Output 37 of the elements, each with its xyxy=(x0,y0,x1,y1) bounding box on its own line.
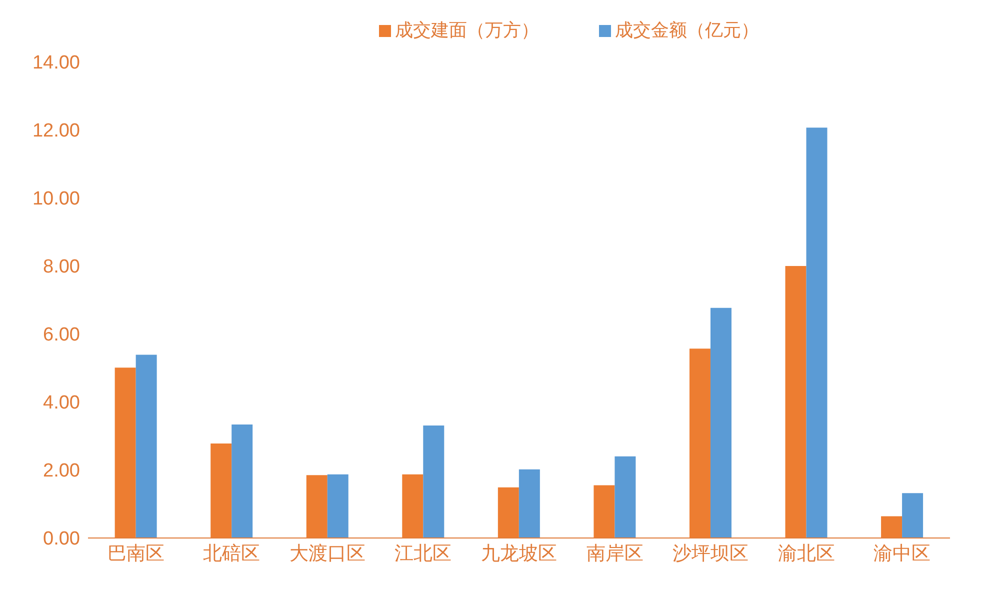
bar xyxy=(806,128,828,538)
bar xyxy=(114,368,136,538)
x-tick-label: 南岸区 xyxy=(586,543,644,564)
bar xyxy=(689,348,710,538)
y-tick-label: 0.00 xyxy=(43,528,80,550)
bar xyxy=(902,493,924,538)
legend-label: 成交建面（万方） xyxy=(395,20,539,40)
y-tick-label: 2.00 xyxy=(43,460,80,482)
bar xyxy=(785,266,806,538)
y-tick-label: 12.00 xyxy=(32,120,80,142)
bar xyxy=(423,425,444,538)
bar xyxy=(327,474,348,538)
x-tick-label: 大渡口区 xyxy=(289,543,366,564)
bar xyxy=(136,354,157,538)
bar xyxy=(232,424,253,538)
bar xyxy=(710,308,732,538)
x-tick-label: 北碚区 xyxy=(203,542,260,564)
bar xyxy=(498,487,519,538)
bar xyxy=(614,456,636,538)
x-tick-label: 江北区 xyxy=(394,543,452,564)
y-tick-label: 6.00 xyxy=(43,324,80,346)
y-tick-label: 10.00 xyxy=(32,188,80,210)
bar xyxy=(881,516,902,538)
bar xyxy=(518,469,540,538)
bar xyxy=(306,475,328,538)
bar xyxy=(402,474,424,538)
bar xyxy=(594,485,615,538)
x-tick-label: 渝中区 xyxy=(874,543,931,564)
x-tick-label: 九龙坡区 xyxy=(481,543,557,564)
x-tick-label: 沙坪坝区 xyxy=(672,543,749,564)
x-tick-label: 渝北区 xyxy=(778,543,835,564)
x-tick-label: 巴南区 xyxy=(107,543,164,564)
y-tick-label: 8.00 xyxy=(43,256,80,278)
legend-label: 成交金额（亿元） xyxy=(615,20,759,40)
y-tick-label: 4.00 xyxy=(43,392,80,414)
y-tick-label: 14.00 xyxy=(32,52,80,74)
bar xyxy=(210,443,232,538)
